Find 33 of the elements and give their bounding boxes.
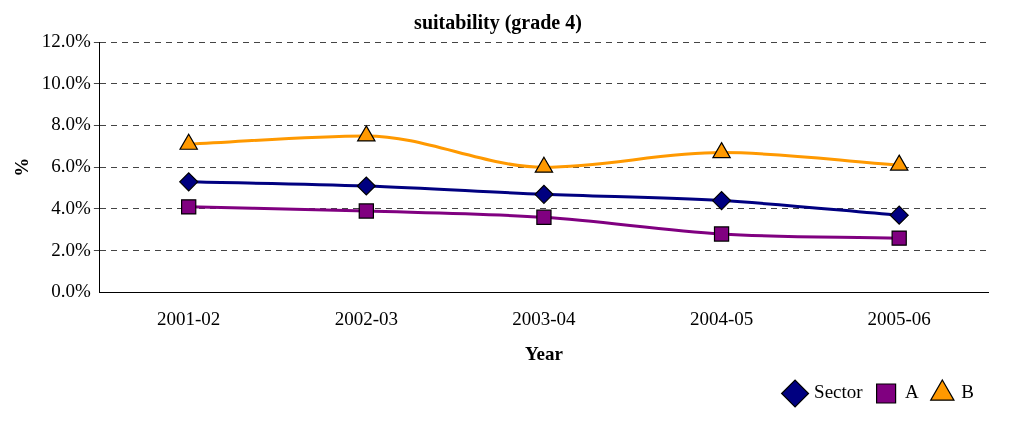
x-tick-label: 2005-06 <box>867 307 931 329</box>
point <box>712 141 731 159</box>
x-axis-title: Year <box>524 342 564 364</box>
point <box>713 226 730 242</box>
point <box>711 190 732 211</box>
y-tick-label: 8.0% <box>51 113 92 135</box>
point <box>181 199 197 215</box>
y-axis-title: % <box>11 157 33 177</box>
y-tick-label: 12.0% <box>41 29 92 51</box>
point <box>179 133 198 150</box>
y-tick-label: 2.0% <box>51 238 92 260</box>
point <box>536 209 552 225</box>
point <box>891 230 907 246</box>
point <box>889 154 909 171</box>
point <box>358 203 374 219</box>
chart-title: suitability (grade 4) <box>414 11 582 35</box>
point <box>534 156 554 173</box>
point <box>534 184 554 204</box>
x-tick-label: 2002-03 <box>334 307 398 329</box>
y-tick-label: 10.0% <box>41 71 92 93</box>
legend-label: A <box>905 381 920 403</box>
x-tick-label: 2001-02 <box>157 307 221 329</box>
x-tick-label: 2004-05 <box>689 307 754 329</box>
y-tick-label: 6.0% <box>51 155 92 177</box>
legend-label: Sector <box>814 381 864 403</box>
point <box>889 205 909 225</box>
y-tick-label: 4.0% <box>51 196 92 218</box>
point <box>357 125 376 142</box>
legend-label: B <box>961 381 975 403</box>
x-tick-label: 2003-04 <box>512 307 577 329</box>
y-tick-label: 0.0% <box>51 280 92 302</box>
point <box>179 172 199 192</box>
point <box>356 176 376 196</box>
